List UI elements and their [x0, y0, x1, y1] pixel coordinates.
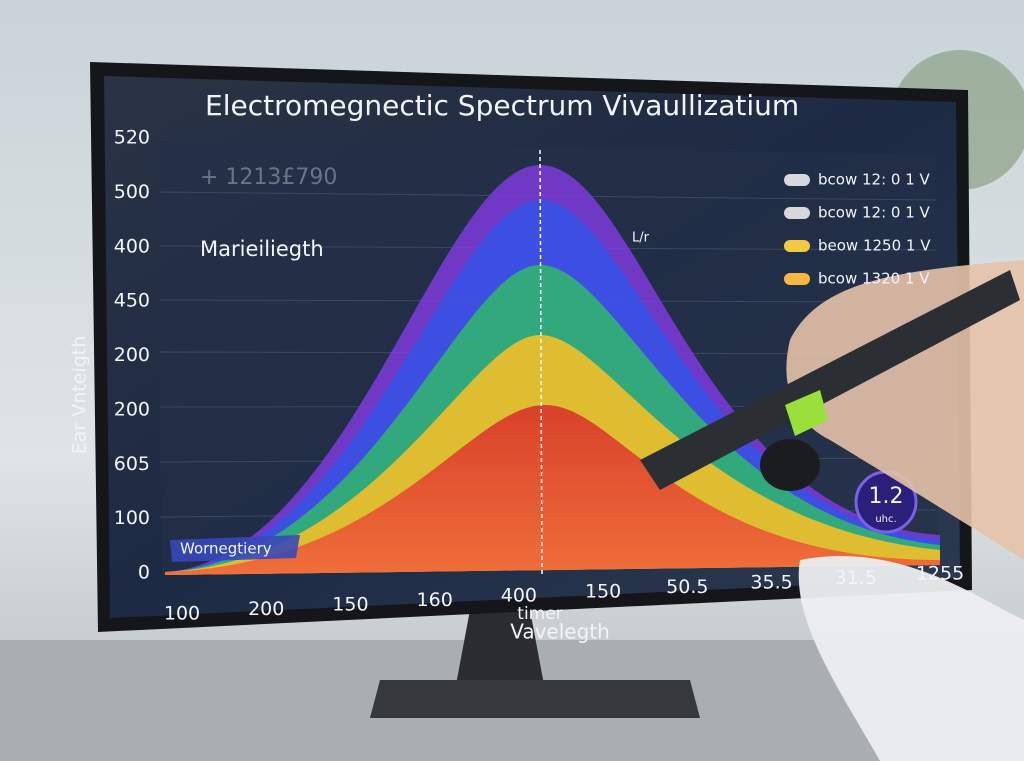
x-tick-label: 200 — [248, 598, 284, 620]
y-tick-label: 200 — [114, 344, 150, 366]
x-tick-label: 1255 — [916, 563, 964, 585]
legend-swatch — [784, 240, 810, 252]
inner-label: Marieiliegth — [200, 237, 324, 261]
legend-swatch — [784, 273, 810, 285]
legend-label: beow 1250 1 V — [818, 237, 931, 255]
legend-label: bcow 1320 1 V — [818, 270, 930, 288]
legend-swatches — [784, 174, 810, 285]
x-tick-label: 31.5 — [835, 567, 877, 589]
x-tick-label: 400 — [501, 585, 537, 607]
x-axis-label: Vavelegth — [510, 620, 610, 644]
chart-title: Electromegnectic Spectrum Vivaullizatium — [205, 89, 799, 122]
y-tick-label: 520 — [114, 127, 150, 149]
hand — [640, 260, 1024, 761]
x-axis-label-top: timer — [517, 604, 562, 624]
y-tick-label: 400 — [114, 235, 150, 257]
x-tick-label: 150 — [332, 594, 368, 616]
legend-swatch — [784, 207, 810, 219]
y-tick-label: 450 — [114, 290, 150, 312]
y-tick-label: 0 — [138, 562, 150, 584]
badge-value: 1.2 — [869, 484, 904, 509]
monitor-neck — [455, 610, 545, 690]
band-label-box — [170, 535, 300, 562]
legend-label: bcow 12: 0 1 V — [818, 171, 931, 189]
annotation: L/r — [632, 231, 650, 246]
x-tick-label: 160 — [417, 589, 453, 611]
background-readout: + 1213£790 — [200, 165, 337, 190]
x-tick-label: 35.5 — [750, 571, 792, 593]
badge-unit: uhc. — [875, 514, 896, 525]
y-axis-label: Ear Vnteigth — [69, 336, 91, 455]
x-tick-label: 100 — [164, 603, 200, 625]
x-tick-label: 50.5 — [666, 576, 708, 598]
spectrum-curves — [165, 149, 940, 576]
y-tick-label: 605 — [114, 453, 150, 475]
y-tick-label: 200 — [114, 398, 150, 420]
y-tick-label: 500 — [114, 181, 150, 203]
legend-swatch — [784, 174, 810, 186]
y-tick-label: 100 — [114, 507, 150, 529]
band-label: Wornegtiery — [180, 540, 272, 558]
monitor-base — [370, 680, 700, 718]
legend-label: bcow 12: 0 1 V — [818, 204, 931, 222]
x-tick-label: 150 — [585, 580, 621, 602]
